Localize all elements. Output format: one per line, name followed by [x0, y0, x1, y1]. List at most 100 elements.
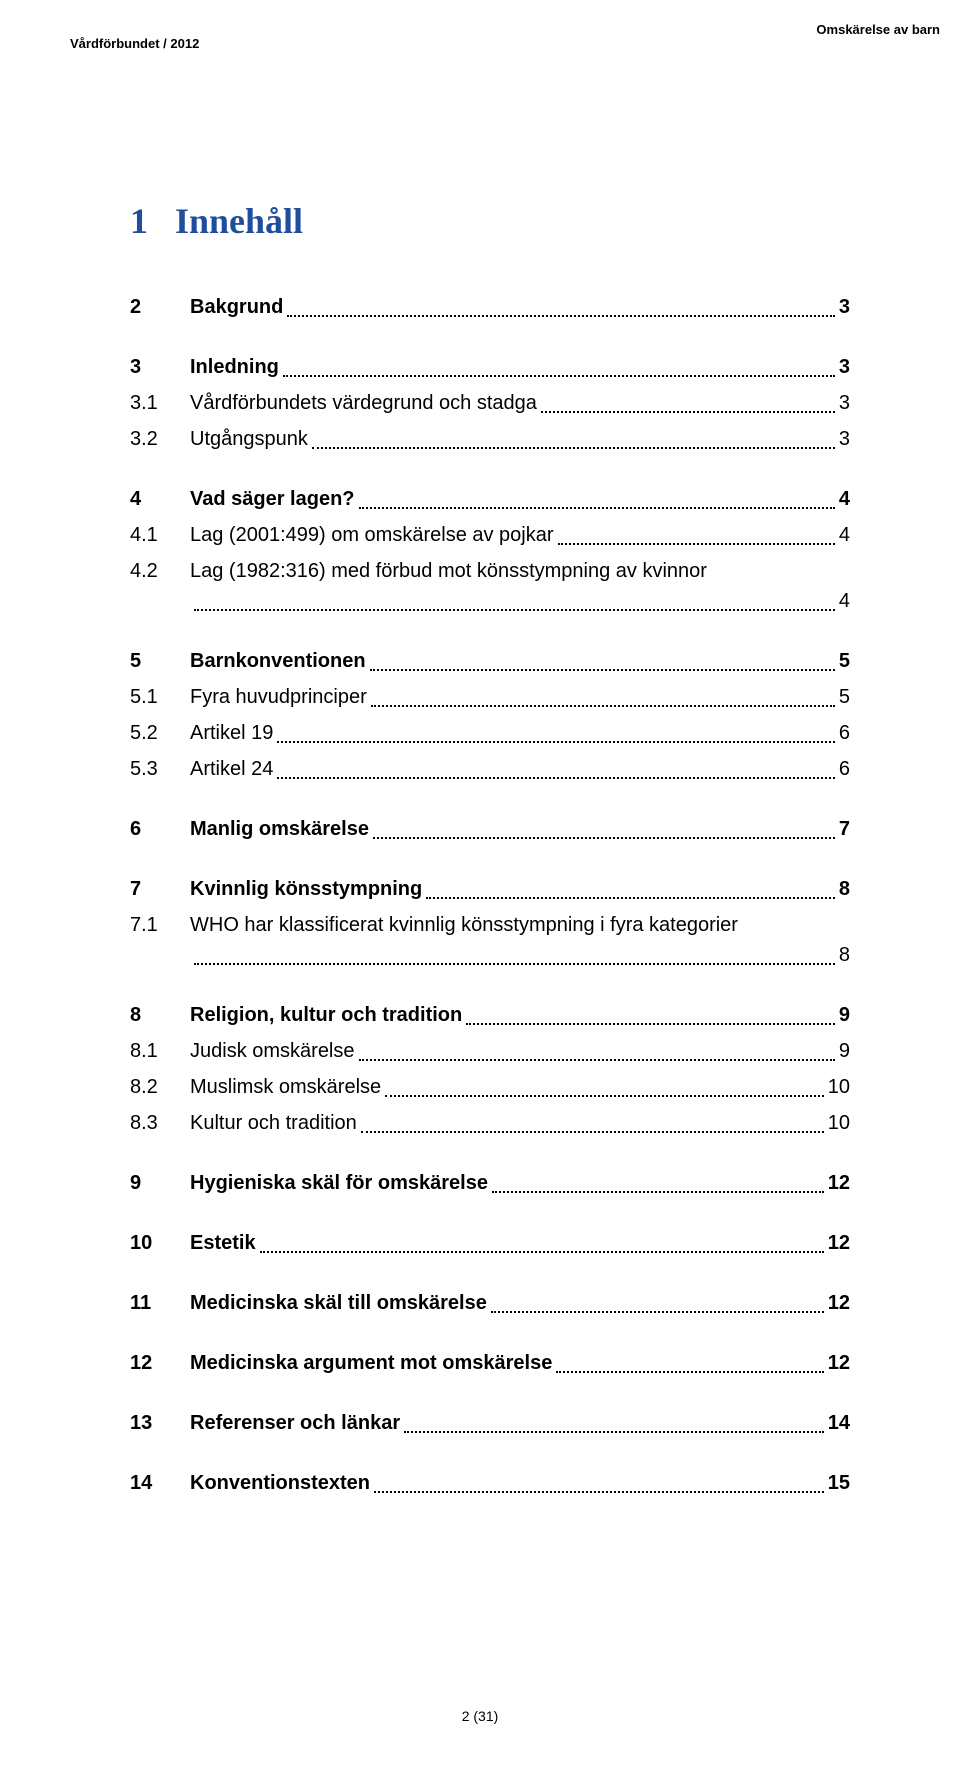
toc-entry-number: 8.3 [130, 1108, 190, 1138]
toc-entry[interactable]: 5.1Fyra huvudprinciper5 [130, 682, 850, 712]
toc-entry[interactable]: 8.3Kultur och tradition10 [130, 1108, 850, 1138]
toc-group: 6Manlig omskärelse 7 [130, 814, 850, 844]
toc-entry-number: 3 [130, 352, 190, 382]
toc-entry-number: 3.1 [130, 388, 190, 418]
toc-entry-multiline: WHO har klassificerat kvinnlig könsstymp… [190, 910, 850, 970]
toc-entry[interactable]: 9Hygieniska skäl för omskärelse12 [130, 1168, 850, 1198]
toc-entry-page: 9 [839, 1000, 850, 1030]
toc-entry-page: 12 [828, 1228, 850, 1258]
toc-entry-number: 2 [130, 292, 190, 322]
toc-entry-title-wrap: Vårdförbundets värdegrund och stadga3 [190, 388, 850, 418]
toc-entry[interactable]: 4Vad säger lagen? 4 [130, 484, 850, 514]
toc-entry-title-wrap: Kvinnlig könsstympning8 [190, 874, 850, 904]
toc-entry-title-wrap: Judisk omskärelse 9 [190, 1036, 850, 1066]
toc-entry-page: 15 [828, 1468, 850, 1498]
toc-entry-title-wrap: Fyra huvudprinciper5 [190, 682, 850, 712]
toc-leader-dots [359, 1059, 835, 1061]
toc-leader-dots [374, 1491, 824, 1493]
toc-entry-number: 5.3 [130, 754, 190, 784]
toc-entry-multiline: Lag (1982:316) med förbud mot könsstympn… [190, 556, 850, 616]
toc-entry-number: 5 [130, 646, 190, 676]
toc-leader-dots [283, 375, 835, 377]
toc-group: 13Referenser och länkar14 [130, 1408, 850, 1438]
toc-entry-title: Muslimsk omskärelse [190, 1072, 381, 1102]
toc-leader-dots [556, 1371, 823, 1373]
header-right: Omskärelse av barn [816, 22, 940, 37]
toc-entry-number: 11 [130, 1288, 190, 1318]
toc-group: 9Hygieniska skäl för omskärelse12 [130, 1168, 850, 1198]
toc-entry-page: 7 [839, 814, 850, 844]
toc-entry-title-wrap: Referenser och länkar14 [190, 1408, 850, 1438]
toc-entry-title: Judisk omskärelse [190, 1036, 355, 1066]
toc-leader-dots [385, 1095, 824, 1097]
toc-entry-title: Vad säger lagen? [190, 484, 355, 514]
toc-entry-title: Inledning [190, 352, 279, 382]
toc-leader-dots [277, 777, 835, 779]
toc-entry-number: 12 [130, 1348, 190, 1378]
toc-entry-title-wrap: Kultur och tradition10 [190, 1108, 850, 1138]
toc-entry-title: Religion, kultur och tradition [190, 1000, 462, 1030]
toc-entry-number: 6 [130, 814, 190, 844]
toc-entry[interactable]: 11Medicinska skäl till omskärelse12 [130, 1288, 850, 1318]
toc-entry[interactable]: 2Bakgrund3 [130, 292, 850, 322]
toc-entry-page: 4 [839, 484, 850, 514]
toc-entry-page: 3 [839, 352, 850, 382]
toc-entry[interactable]: 3Inledning3 [130, 352, 850, 382]
toc-entry[interactable]: 8Religion, kultur och tradition9 [130, 1000, 850, 1030]
toc-entry[interactable]: 8.1Judisk omskärelse9 [130, 1036, 850, 1066]
toc-entry[interactable]: 3.2Utgångspunk3 [130, 424, 850, 454]
toc-leader-dots [359, 507, 835, 509]
toc-entry-page: 4 [839, 586, 850, 616]
toc-entry-page: 12 [828, 1348, 850, 1378]
toc-entry[interactable]: 5.3Artikel 246 [130, 754, 850, 784]
toc-leader-dots [194, 963, 835, 965]
toc-entry[interactable]: 4.2Lag (1982:316) med förbud mot könssty… [130, 556, 850, 616]
toc-entry-title: Lag (2001:499) om omskärelse av pojkar [190, 520, 554, 550]
toc-entry-title: Barnkonventionen [190, 646, 366, 676]
toc-entry-number: 5.2 [130, 718, 190, 748]
toc-leader-dots [260, 1251, 824, 1253]
toc-entry-title-wrap: Inledning 3 [190, 352, 850, 382]
toc-entry-page: 10 [828, 1108, 850, 1138]
toc-entry-page: 10 [828, 1072, 850, 1102]
toc-entry-title-wrap: Manlig omskärelse 7 [190, 814, 850, 844]
toc-entry[interactable]: 8.2Muslimsk omskärelse10 [130, 1072, 850, 1102]
toc-entry-page: 3 [839, 424, 850, 454]
toc-entry-title: WHO har klassificerat kvinnlig könsstymp… [190, 910, 800, 940]
toc-leader-dots [287, 315, 835, 317]
toc-leader-dots [558, 543, 835, 545]
toc-entry-title: Manlig omskärelse [190, 814, 369, 844]
toc-entry-title-wrap: Vad säger lagen? 4 [190, 484, 850, 514]
toc-entry-title: Artikel 24 [190, 754, 273, 784]
toc-leader-dots [370, 669, 835, 671]
toc-leader-dots [373, 837, 835, 839]
toc-entry[interactable]: 13Referenser och länkar14 [130, 1408, 850, 1438]
toc-entry-page: 9 [839, 1036, 850, 1066]
toc-entry-page: 14 [828, 1408, 850, 1438]
document-page: Vårdförbundet / 2012 Omskärelse av barn … [0, 0, 960, 1772]
toc-entry-number: 3.2 [130, 424, 190, 454]
page-title: 1 Innehåll [130, 200, 870, 242]
toc-entry[interactable]: 10Estetik12 [130, 1228, 850, 1258]
toc-entry[interactable]: 7.1WHO har klassificerat kvinnlig könsst… [130, 910, 850, 970]
toc-group: 8Religion, kultur och tradition98.1Judis… [130, 1000, 850, 1138]
toc-entry-number: 7 [130, 874, 190, 904]
toc-entry[interactable]: 4.1Lag (2001:499) om omskärelse av pojka… [130, 520, 850, 550]
page-footer: 2 (31) [0, 1708, 960, 1724]
toc-entry-title-wrap: Medicinska argument mot omskärelse12 [190, 1348, 850, 1378]
toc-entry-number: 10 [130, 1228, 190, 1258]
toc-entry[interactable]: 6Manlig omskärelse 7 [130, 814, 850, 844]
toc-entry-title-wrap: Barnkonventionen5 [190, 646, 850, 676]
toc-entry-title-wrap: Lag (2001:499) om omskärelse av pojkar4 [190, 520, 850, 550]
toc-entry-title-wrap: Muslimsk omskärelse 10 [190, 1072, 850, 1102]
toc-entry[interactable]: 14Konventionstexten15 [130, 1468, 850, 1498]
toc-entry-number: 7.1 [130, 910, 190, 940]
toc-entry-title: Fyra huvudprinciper [190, 682, 367, 712]
toc-group: 5Barnkonventionen5 5.1Fyra huvudprinciper… [130, 646, 850, 784]
toc-entry[interactable]: 7Kvinnlig könsstympning8 [130, 874, 850, 904]
toc-entry[interactable]: 12Medicinska argument mot omskärelse12 [130, 1348, 850, 1378]
toc-entry[interactable]: 5.2Artikel 196 [130, 718, 850, 748]
toc-entry-lastline: 8 [190, 940, 850, 970]
toc-entry[interactable]: 5Barnkonventionen5 [130, 646, 850, 676]
toc-entry[interactable]: 3.1Vårdförbundets värdegrund och stadga3 [130, 388, 850, 418]
